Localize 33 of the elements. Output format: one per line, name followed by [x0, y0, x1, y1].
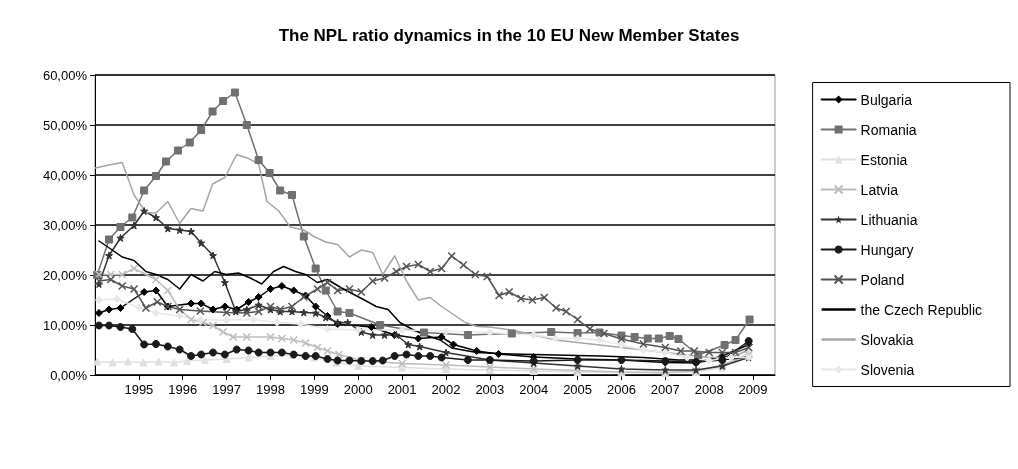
legend-label: the Czech Republic: [860, 301, 983, 318]
x-tick-label: 1998: [256, 382, 285, 397]
legend-label: Slovakia: [860, 331, 914, 348]
legend-label: Bulgaria: [860, 91, 913, 108]
x-tick-label: 2001: [387, 382, 417, 397]
y-tick-label: 30,00%: [42, 217, 88, 233]
x-tick-label: 2000: [343, 382, 373, 397]
x-tick-label: 2004: [519, 382, 549, 397]
y-tick-label: 40,00%: [42, 167, 88, 183]
x-tick-label: 1999: [299, 382, 329, 397]
legend-label: Lithuania: [860, 211, 918, 228]
x-tick-label: 2006: [606, 382, 636, 397]
legend-label: Romania: [860, 121, 917, 138]
x-tick-label: 2002: [431, 382, 461, 397]
chart-title: The NPL ratio dynamics in the 10 EU New Member States: [278, 26, 740, 45]
x-tick-label: 2008: [694, 382, 724, 397]
y-tick-label: 20,00%: [42, 267, 88, 283]
x-tick-label: 2009: [738, 382, 768, 397]
legend-label: Hungary: [860, 241, 914, 258]
x-tick-label: 1996: [168, 382, 198, 397]
x-tick-label: 1997: [212, 382, 242, 397]
y-tick-label: 10,00%: [42, 317, 88, 333]
y-tick-label: 60,00%: [42, 67, 88, 83]
legend-label: Slovenia: [860, 361, 915, 378]
legend-label: Estonia: [860, 151, 908, 168]
legend-label: Poland: [860, 271, 905, 288]
x-tick-label: 1995: [124, 382, 154, 397]
x-tick-label: 2007: [650, 382, 680, 397]
y-tick-label: 0,00%: [50, 367, 88, 383]
x-tick-label: 2005: [563, 382, 593, 397]
x-tick-label: 2003: [475, 382, 505, 397]
legend-label: Latvia: [860, 181, 899, 198]
y-tick-label: 50,00%: [42, 117, 88, 133]
